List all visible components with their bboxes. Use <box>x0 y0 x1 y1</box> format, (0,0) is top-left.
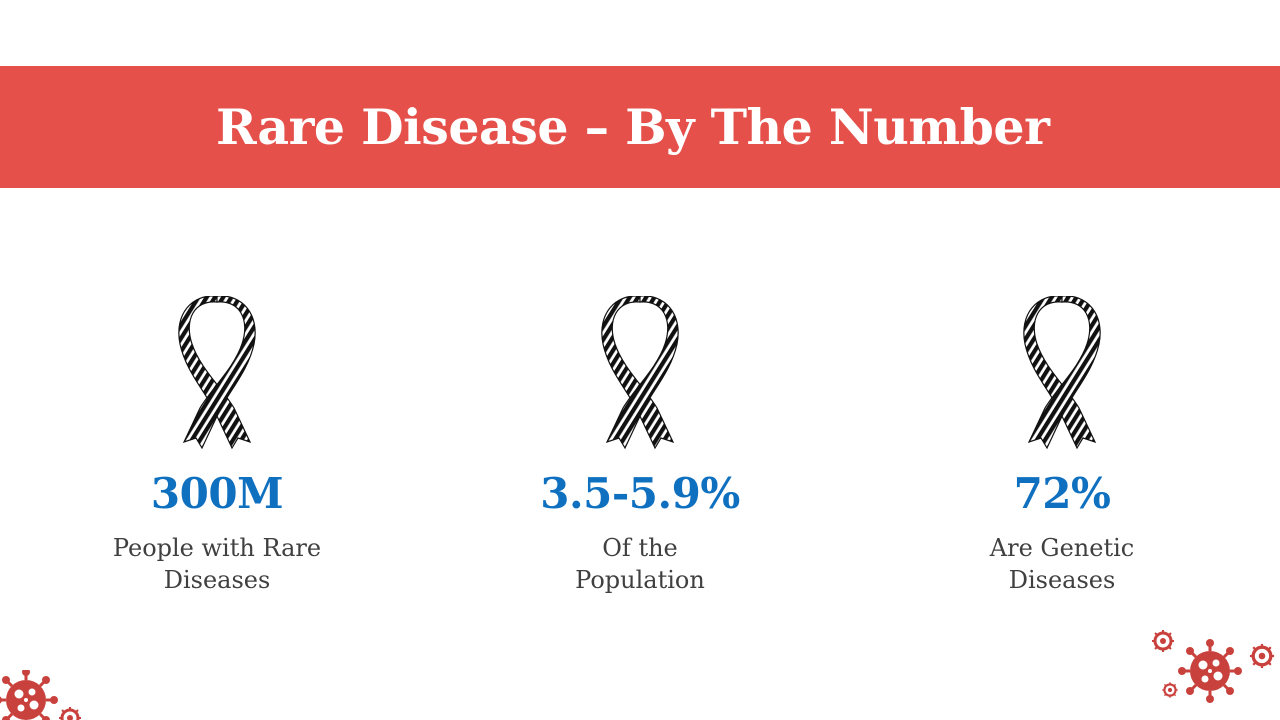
virus-icon <box>1150 628 1276 705</box>
stat-people: 300M People with Rare Diseases <box>57 296 377 606</box>
awareness-ribbon-icon <box>1023 296 1101 449</box>
stat-value: 3.5-5.9% <box>540 469 740 518</box>
awareness-ribbon-icon <box>601 296 679 449</box>
stat-label-line: People with Rare <box>112 534 322 562</box>
stat-population: 3.5-5.9% Of the Population <box>480 296 800 606</box>
stat-label: Are Genetic Diseases <box>902 532 1222 596</box>
title-banner <box>0 66 1280 188</box>
stat-label-line: Diseases <box>1008 566 1116 594</box>
stat-label-line: Diseases <box>163 566 271 594</box>
stat-label-line: Are Genetic <box>989 534 1135 562</box>
stat-label-line: Of the <box>602 534 678 562</box>
stat-label: Of the Population <box>480 532 800 596</box>
stat-label: People with Rare Diseases <box>57 532 377 596</box>
awareness-ribbon-icon <box>178 296 256 449</box>
stat-value: 300M <box>150 469 284 518</box>
slide-title: Rare Disease – By The Number <box>216 98 1050 156</box>
stat-value: 72% <box>1013 469 1111 518</box>
stat-label-line: Population <box>575 566 705 594</box>
virus-icon <box>0 670 83 720</box>
stat-genetic: 72% Are Genetic Diseases <box>902 296 1222 606</box>
